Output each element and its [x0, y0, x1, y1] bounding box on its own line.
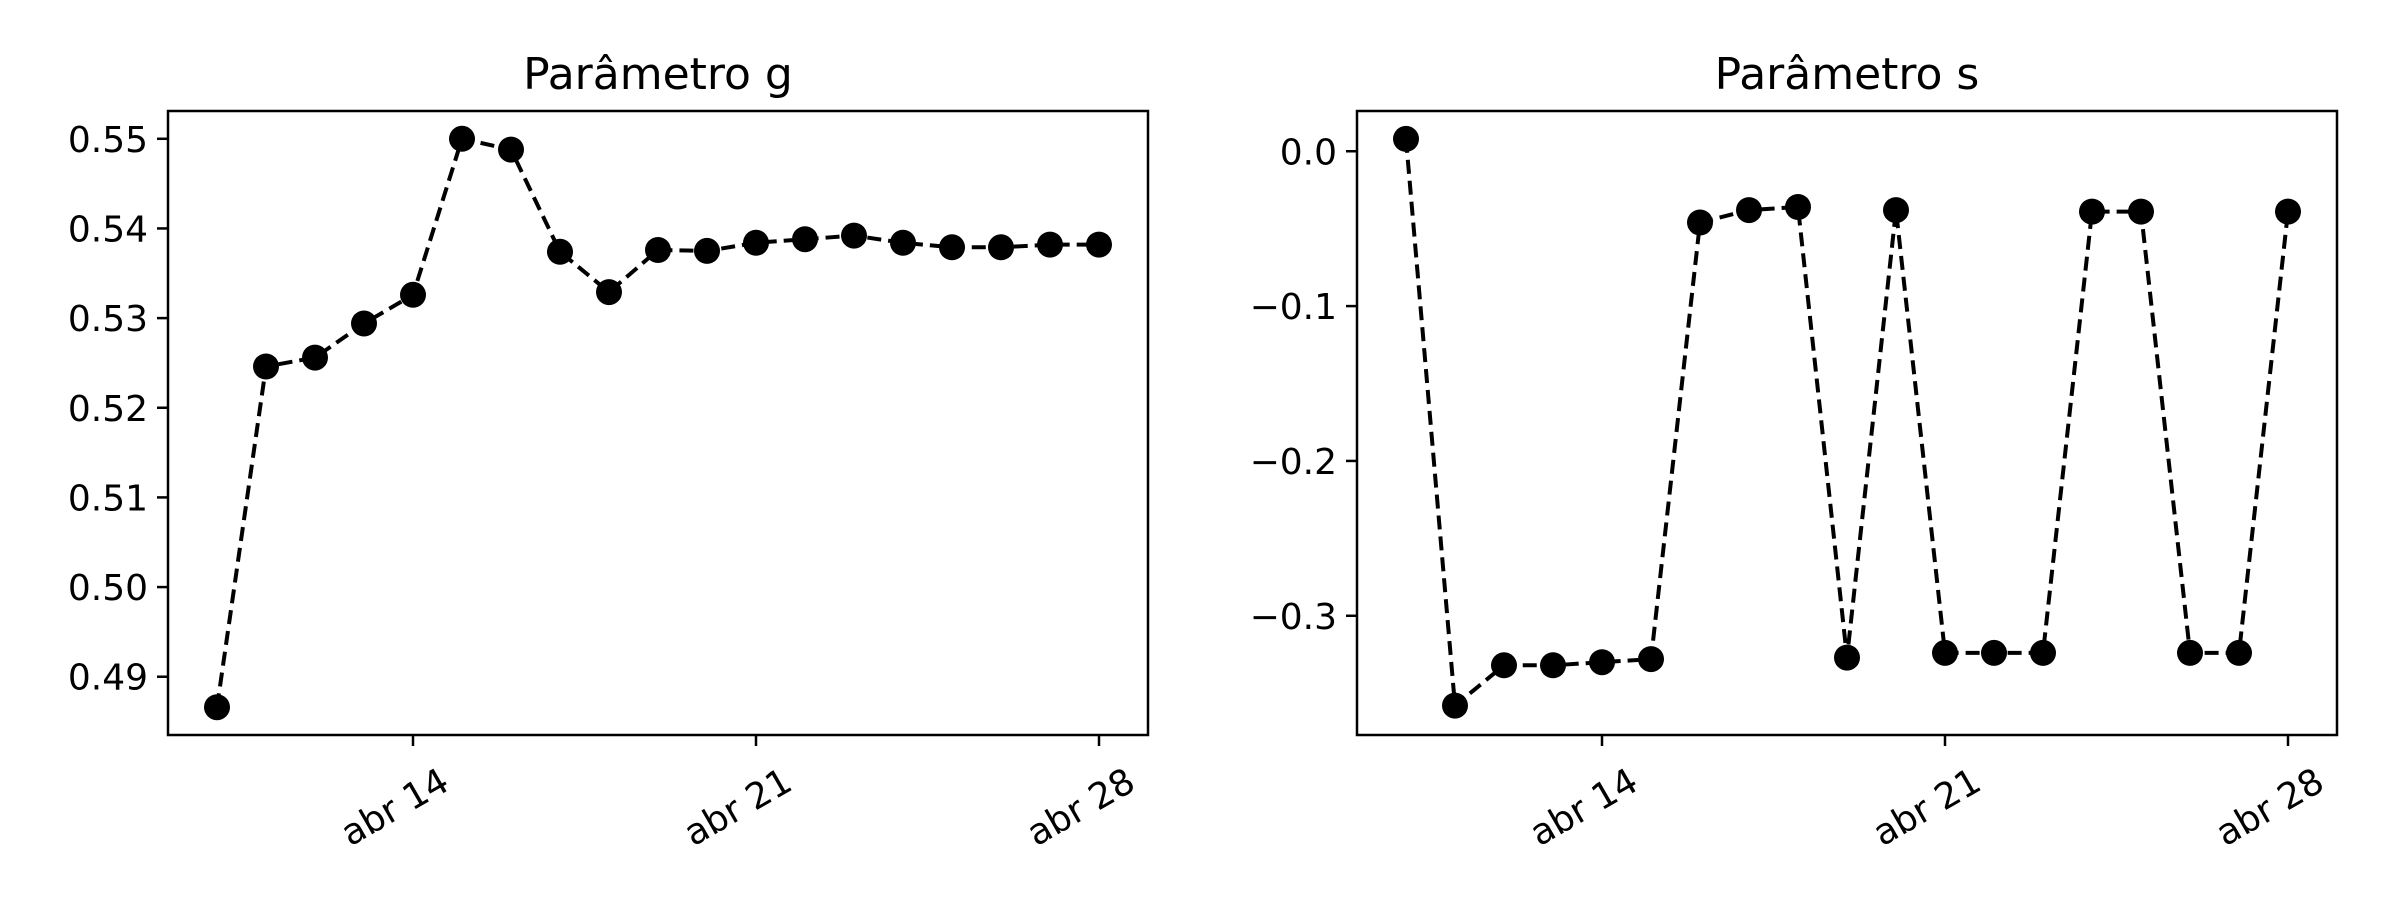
data-point	[204, 694, 230, 721]
y-tick-label: 0.55	[68, 120, 148, 161]
data-point	[988, 234, 1014, 261]
x-tick-label: abr 14	[334, 761, 456, 855]
y-tick-label: −0.3	[1250, 597, 1337, 638]
data-point	[694, 237, 720, 264]
data-point	[792, 226, 818, 253]
data-point	[1638, 646, 1664, 673]
data-point	[351, 310, 377, 337]
y-tick-label: 0.52	[68, 389, 148, 430]
data-point	[1491, 652, 1517, 679]
x-tick-label: abr 28	[1020, 761, 1142, 855]
data-point	[2177, 639, 2203, 666]
x-tick-label: abr 21	[1866, 761, 1988, 855]
data-point	[1086, 231, 1112, 258]
data-point	[2128, 198, 2154, 225]
y-tick-label: 0.49	[68, 658, 148, 699]
y-axis-ticks: 0.0 −0.1 −0.2 −0.3	[1250, 132, 1357, 638]
data-point	[1442, 692, 1468, 719]
data-marks	[204, 125, 1112, 721]
data-point	[1785, 194, 1811, 220]
y-axis-ticks: 0.49 0.50 0.51 0.52 0.53 0.54 0.55	[68, 120, 168, 699]
data-point	[645, 237, 671, 263]
data-point	[1736, 197, 1762, 224]
data-point	[1589, 649, 1615, 676]
data-point	[596, 279, 622, 306]
plot-area-frame	[166, 109, 1150, 737]
y-tick-label: 0.54	[68, 209, 148, 250]
data-point	[547, 238, 573, 265]
y-tick-label: 0.50	[68, 568, 148, 609]
data-point	[2226, 639, 2252, 666]
data-point	[1037, 231, 1063, 258]
data-point	[1393, 125, 1419, 152]
chart-panel-g: Parâmetro g abr 14 abr 21 abr 28 0.490.500…	[68, 49, 1150, 855]
plot-area-frame	[1355, 109, 2339, 737]
x-tick-label: abr 28	[2209, 761, 2331, 855]
y-tick-label: 0.51	[68, 478, 148, 519]
data-point	[498, 136, 524, 163]
series-line	[215, 136, 1099, 708]
y-tick-label: 0.53	[68, 299, 148, 340]
x-axis-ticks: abr 14 abr 21 abr 28	[1523, 735, 2331, 855]
data-point	[743, 229, 769, 256]
data-point	[2079, 198, 2105, 225]
chart-title: Parâmetro s	[1715, 49, 1980, 100]
data-point	[1540, 652, 1566, 679]
data-point	[1687, 209, 1713, 236]
y-tick-label: 0.0	[1280, 132, 1337, 173]
data-point	[1883, 197, 1909, 224]
series-line	[1404, 138, 2290, 710]
data-point	[400, 281, 426, 308]
x-tick-label: abr 21	[677, 761, 799, 855]
data-point	[253, 353, 279, 380]
chart-title: Parâmetro g	[523, 49, 793, 100]
x-axis-ticks: abr 14 abr 21 abr 28	[334, 735, 1142, 855]
x-tick-label: abr 14	[1523, 761, 1645, 855]
y-tick-label: −0.1	[1250, 287, 1337, 328]
y-tick-label: −0.2	[1250, 442, 1337, 483]
data-point	[1834, 644, 1860, 671]
data-point	[1981, 639, 2007, 666]
data-point	[939, 234, 965, 261]
data-point	[2275, 198, 2301, 225]
chart-panel-s: Parâmetro s abr 14 abr 21 abr 28 0.0 −0.1 −0…	[1250, 49, 2339, 855]
data-point	[1932, 639, 1958, 666]
data-point	[449, 125, 475, 152]
data-marks	[1393, 125, 2301, 719]
data-point	[890, 229, 916, 256]
data-point	[302, 344, 328, 371]
data-point	[2030, 639, 2056, 666]
data-point	[841, 222, 867, 249]
